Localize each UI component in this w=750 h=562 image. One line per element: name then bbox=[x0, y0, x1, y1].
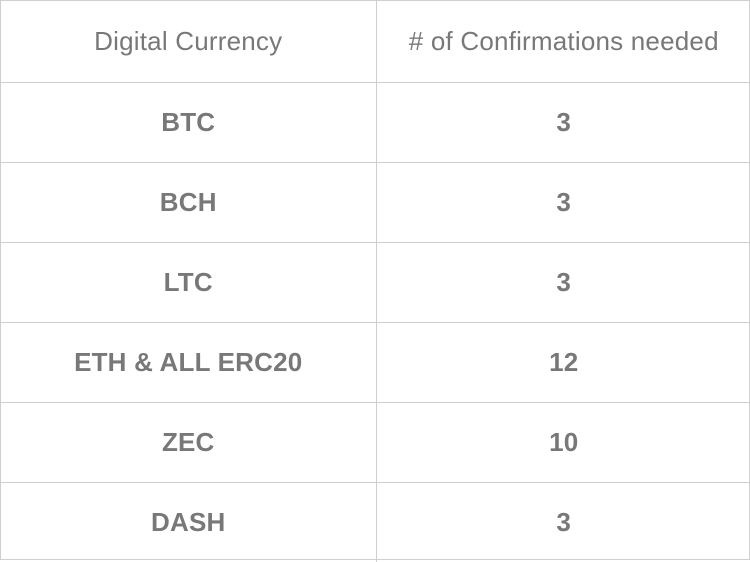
currency-cell: LTC bbox=[1, 242, 377, 323]
currency-cell: ETH & ALL ERC20 bbox=[1, 322, 377, 403]
currency-cell: ZEC bbox=[1, 402, 377, 483]
confirmations-cell: 3 bbox=[556, 506, 572, 537]
confirmations-cell: 3 bbox=[376, 162, 750, 243]
table-row: ETH & ALL ERC20 12 bbox=[1, 322, 750, 403]
header-row: Digital Currency # of Confirmations need… bbox=[1, 1, 750, 83]
confirmations-cell: 10 bbox=[376, 402, 750, 483]
table-body: BTC 3 BCH 3 LTC 3 ETH & ALL ERC20 12 ZEC… bbox=[1, 82, 750, 562]
table-row: ZEC 10 bbox=[1, 402, 750, 483]
table-row: BCH 3 bbox=[1, 162, 750, 243]
currency-cell: DASH bbox=[1, 482, 377, 562]
confirmations-cell: 12 bbox=[376, 322, 750, 403]
confirmations-cell: 3 bbox=[376, 82, 750, 163]
confirmations-cell: 3 bbox=[376, 242, 750, 323]
header-confirmations-needed: # of Confirmations needed bbox=[376, 1, 750, 83]
currency-cell: BCH bbox=[1, 162, 377, 243]
currency-cell: BTC bbox=[1, 82, 377, 163]
header-digital-currency: Digital Currency bbox=[1, 1, 377, 83]
table-row: DASH 3 bbox=[1, 482, 750, 562]
table-header: Digital Currency # of Confirmations need… bbox=[1, 1, 750, 83]
table-row: LTC 3 bbox=[1, 242, 750, 323]
table-row: BTC 3 bbox=[1, 82, 750, 163]
